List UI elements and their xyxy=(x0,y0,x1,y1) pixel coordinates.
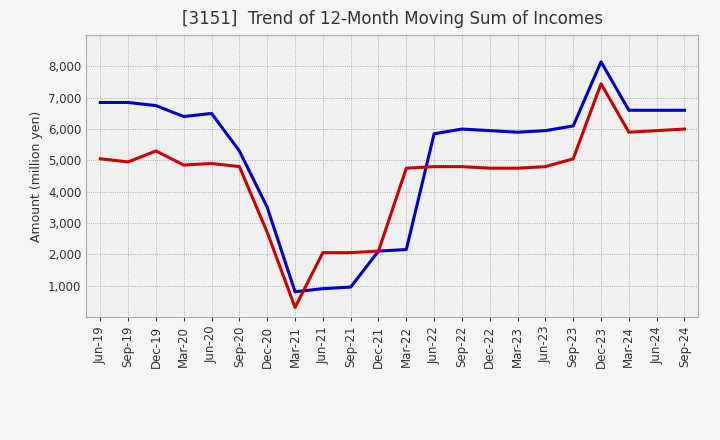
Ordinary Income xyxy=(569,123,577,128)
Ordinary Income xyxy=(485,128,494,133)
Net Income xyxy=(458,164,467,169)
Ordinary Income xyxy=(318,286,327,291)
Net Income xyxy=(235,164,243,169)
Net Income xyxy=(680,126,689,132)
Ordinary Income xyxy=(179,114,188,119)
Net Income xyxy=(541,164,550,169)
Ordinary Income xyxy=(402,247,410,252)
Net Income xyxy=(597,81,606,86)
Ordinary Income xyxy=(513,129,522,135)
Ordinary Income xyxy=(263,205,271,210)
Ordinary Income xyxy=(597,59,606,64)
Net Income xyxy=(485,165,494,171)
Line: Net Income: Net Income xyxy=(100,84,685,308)
Ordinary Income xyxy=(374,249,383,254)
Net Income xyxy=(430,164,438,169)
Net Income xyxy=(124,159,132,165)
Ordinary Income xyxy=(124,100,132,105)
Ordinary Income xyxy=(152,103,161,108)
Y-axis label: Amount (million yen): Amount (million yen) xyxy=(30,110,42,242)
Ordinary Income xyxy=(458,126,467,132)
Net Income xyxy=(207,161,216,166)
Ordinary Income xyxy=(235,148,243,154)
Ordinary Income xyxy=(291,289,300,294)
Ordinary Income xyxy=(430,131,438,136)
Ordinary Income xyxy=(346,284,355,290)
Net Income xyxy=(569,156,577,161)
Line: Ordinary Income: Ordinary Income xyxy=(100,62,685,292)
Net Income xyxy=(96,156,104,161)
Ordinary Income xyxy=(541,128,550,133)
Ordinary Income xyxy=(652,108,661,113)
Net Income xyxy=(624,129,633,135)
Net Income xyxy=(513,165,522,171)
Ordinary Income xyxy=(96,100,104,105)
Net Income xyxy=(318,250,327,255)
Net Income xyxy=(346,250,355,255)
Net Income xyxy=(179,162,188,168)
Net Income xyxy=(152,148,161,154)
Ordinary Income xyxy=(624,108,633,113)
Net Income xyxy=(291,305,300,310)
Net Income xyxy=(402,165,410,171)
Net Income xyxy=(263,230,271,235)
Ordinary Income xyxy=(207,111,216,116)
Net Income xyxy=(374,249,383,254)
Ordinary Income xyxy=(680,108,689,113)
Net Income xyxy=(652,128,661,133)
Title: [3151]  Trend of 12-Month Moving Sum of Incomes: [3151] Trend of 12-Month Moving Sum of I… xyxy=(182,10,603,28)
